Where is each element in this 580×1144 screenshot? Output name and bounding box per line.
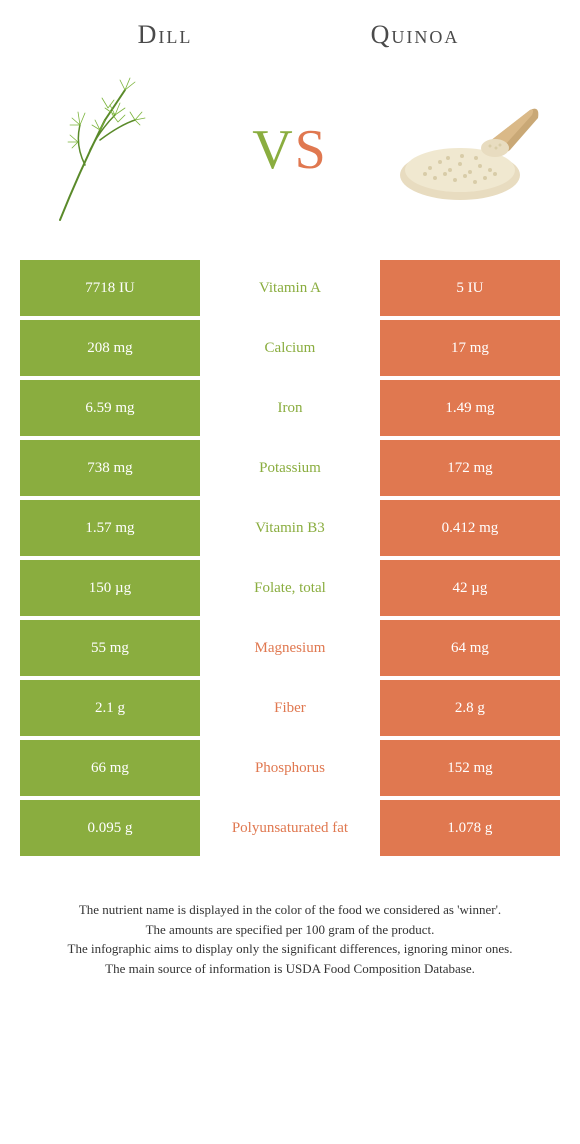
comparison-table: 7718 IUVitamin A5 IU208 mgCalcium17 mg6.… [20,260,560,856]
footer-line: The amounts are specified per 100 gram o… [30,920,550,940]
right-value-cell: 172 mg [380,440,560,496]
table-row: 7718 IUVitamin A5 IU [20,260,560,316]
footer-line: The main source of information is USDA F… [30,959,550,979]
right-value-cell: 64 mg [380,620,560,676]
table-row: 1.57 mgVitamin B30.412 mg [20,500,560,556]
right-value-cell: 0.412 mg [380,500,560,556]
table-row: 208 mgCalcium17 mg [20,320,560,376]
left-value-cell: 150 µg [20,560,200,616]
nutrient-label-cell: Folate, total [200,560,380,616]
nutrient-label-cell: Fiber [200,680,380,736]
vs-s-letter: S [295,119,328,181]
nutrient-label-cell: Magnesium [200,620,380,676]
nutrient-label-cell: Potassium [200,440,380,496]
footer-line: The infographic aims to display only the… [30,939,550,959]
table-row: 150 µgFolate, total42 µg [20,560,560,616]
quinoa-icon [390,90,550,210]
dill-image [30,70,190,230]
food-left-title: Dill [40,20,290,50]
nutrient-label-cell: Vitamin B3 [200,500,380,556]
right-value-cell: 5 IU [380,260,560,316]
left-value-cell: 208 mg [20,320,200,376]
footer-line: The nutrient name is displayed in the co… [30,900,550,920]
left-value-cell: 55 mg [20,620,200,676]
left-value-cell: 7718 IU [20,260,200,316]
right-value-cell: 1.078 g [380,800,560,856]
left-value-cell: 1.57 mg [20,500,200,556]
right-value-cell: 42 µg [380,560,560,616]
table-row: 66 mgPhosphorus152 mg [20,740,560,796]
infographic-container: Dill Quinoa [0,0,580,998]
nutrient-label-cell: Vitamin A [200,260,380,316]
nutrient-label-cell: Polyunsaturated fat [200,800,380,856]
right-value-cell: 2.8 g [380,680,560,736]
nutrient-label-cell: Iron [200,380,380,436]
right-value-cell: 17 mg [380,320,560,376]
left-value-cell: 66 mg [20,740,200,796]
left-value-cell: 2.1 g [20,680,200,736]
table-row: 55 mgMagnesium64 mg [20,620,560,676]
left-value-cell: 6.59 mg [20,380,200,436]
images-row: VS [0,60,580,260]
dill-icon [30,70,190,230]
food-right-title: Quinoa [290,20,540,50]
vs-label: VS [252,118,328,182]
table-row: 738 mgPotassium172 mg [20,440,560,496]
table-row: 0.095 gPolyunsaturated fat1.078 g [20,800,560,856]
footer-notes: The nutrient name is displayed in the co… [0,860,580,998]
nutrient-label-cell: Calcium [200,320,380,376]
quinoa-image [390,70,550,230]
table-row: 2.1 gFiber2.8 g [20,680,560,736]
nutrient-label-cell: Phosphorus [200,740,380,796]
vs-v-letter: V [252,119,294,181]
title-row: Dill Quinoa [0,0,580,60]
left-value-cell: 738 mg [20,440,200,496]
table-row: 6.59 mgIron1.49 mg [20,380,560,436]
right-value-cell: 152 mg [380,740,560,796]
right-value-cell: 1.49 mg [380,380,560,436]
left-value-cell: 0.095 g [20,800,200,856]
